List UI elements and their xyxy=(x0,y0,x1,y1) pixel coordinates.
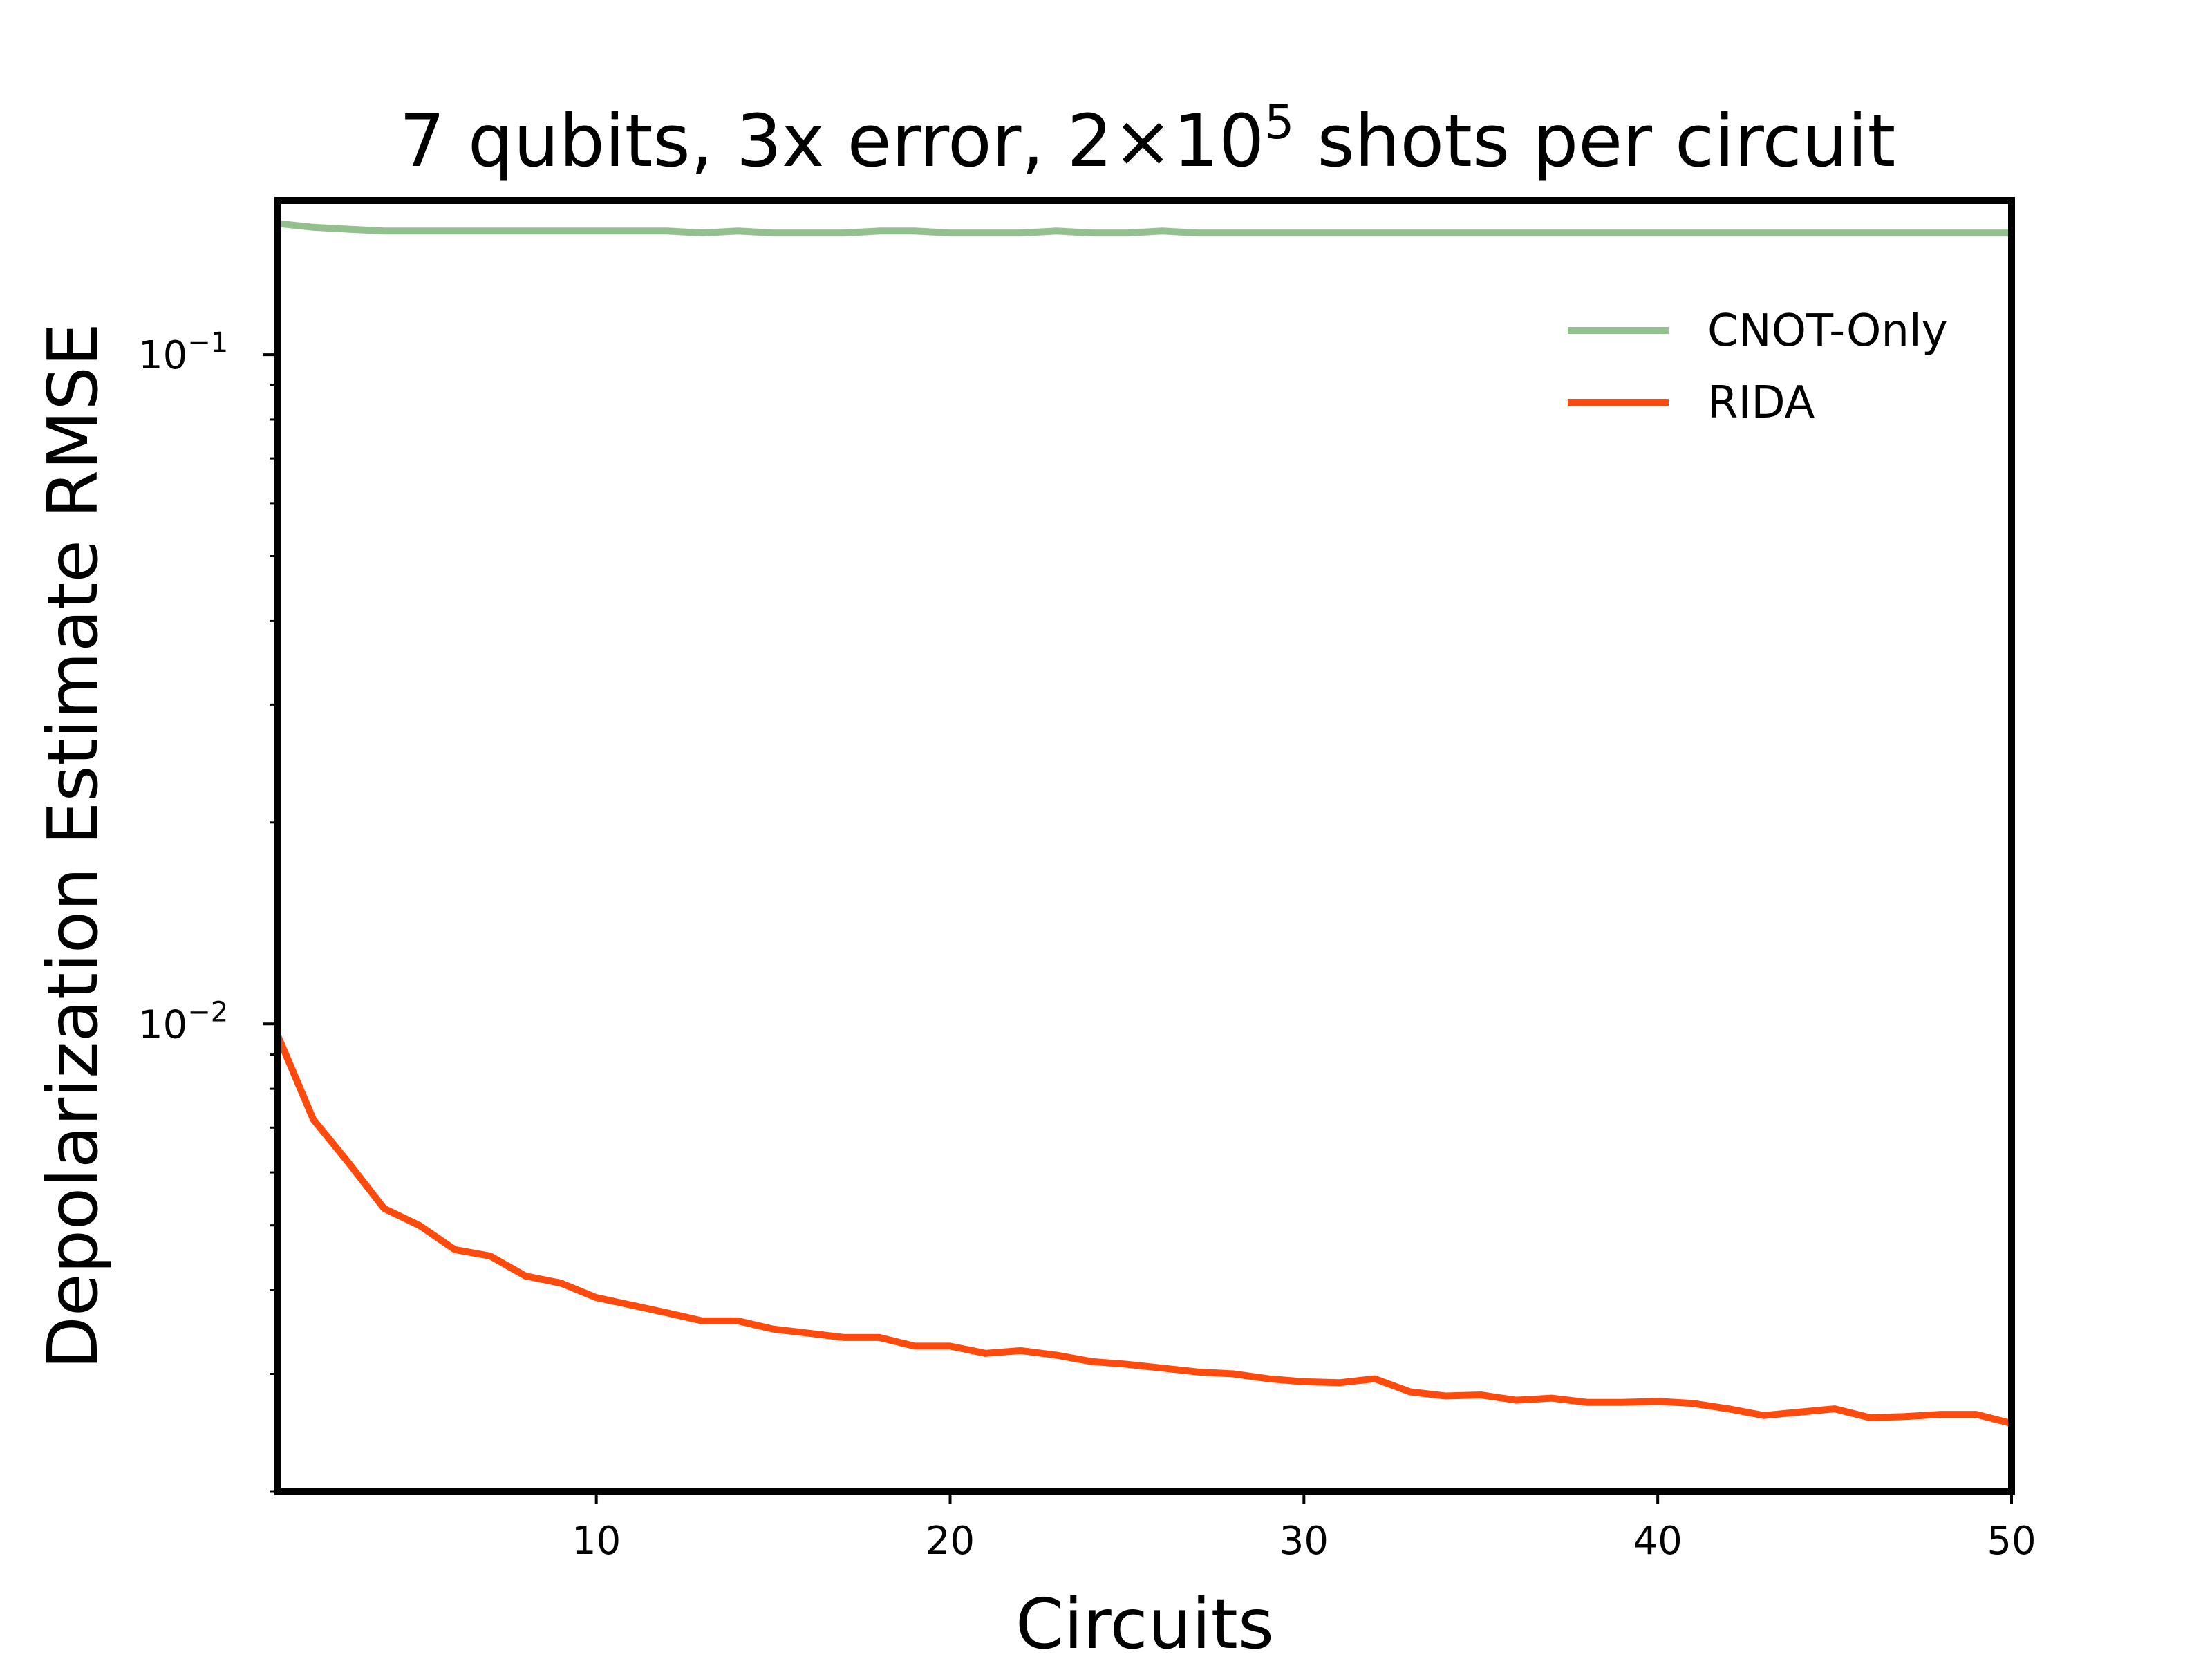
y-axis-ticks: 10−1 10−2 xyxy=(138,327,278,1493)
legend-label-1: RIDA xyxy=(1707,377,1815,429)
series-layer xyxy=(274,220,2013,1427)
series-line-0 xyxy=(277,220,2012,237)
x-tick-label: 50 xyxy=(1987,1519,2036,1564)
x-tick-label: 10 xyxy=(572,1519,621,1564)
y-tick-label: 10−1 xyxy=(138,327,228,378)
x-tick-label: 20 xyxy=(926,1519,975,1564)
chart-title-prefix: 7 qubits, 3x error, 2×10 xyxy=(400,99,1264,183)
x-axis-label: Circuits xyxy=(1015,1584,1274,1659)
x-axis-ticks: 10 20 30 40 50 xyxy=(572,1492,2036,1564)
x-tick-label: 30 xyxy=(1280,1519,1329,1564)
plot-frame xyxy=(274,197,2015,1495)
legend-label-0: CNOT-Only xyxy=(1707,306,1948,357)
x-tick-label: 40 xyxy=(1633,1519,1683,1564)
legend: CNOT-Only RIDA xyxy=(1568,306,1948,429)
y-axis-label: Depolarization Estimate RMSE xyxy=(32,323,113,1369)
chart-title: 7 qubits, 3x error, 2×105 shots per circ… xyxy=(400,95,1896,183)
series-line-1 xyxy=(274,1034,2013,1427)
chart-title-suffix: shots per circuit xyxy=(1294,99,1895,183)
chart-title-superscript: 5 xyxy=(1264,95,1294,150)
y-tick-label: 10−2 xyxy=(138,996,228,1047)
